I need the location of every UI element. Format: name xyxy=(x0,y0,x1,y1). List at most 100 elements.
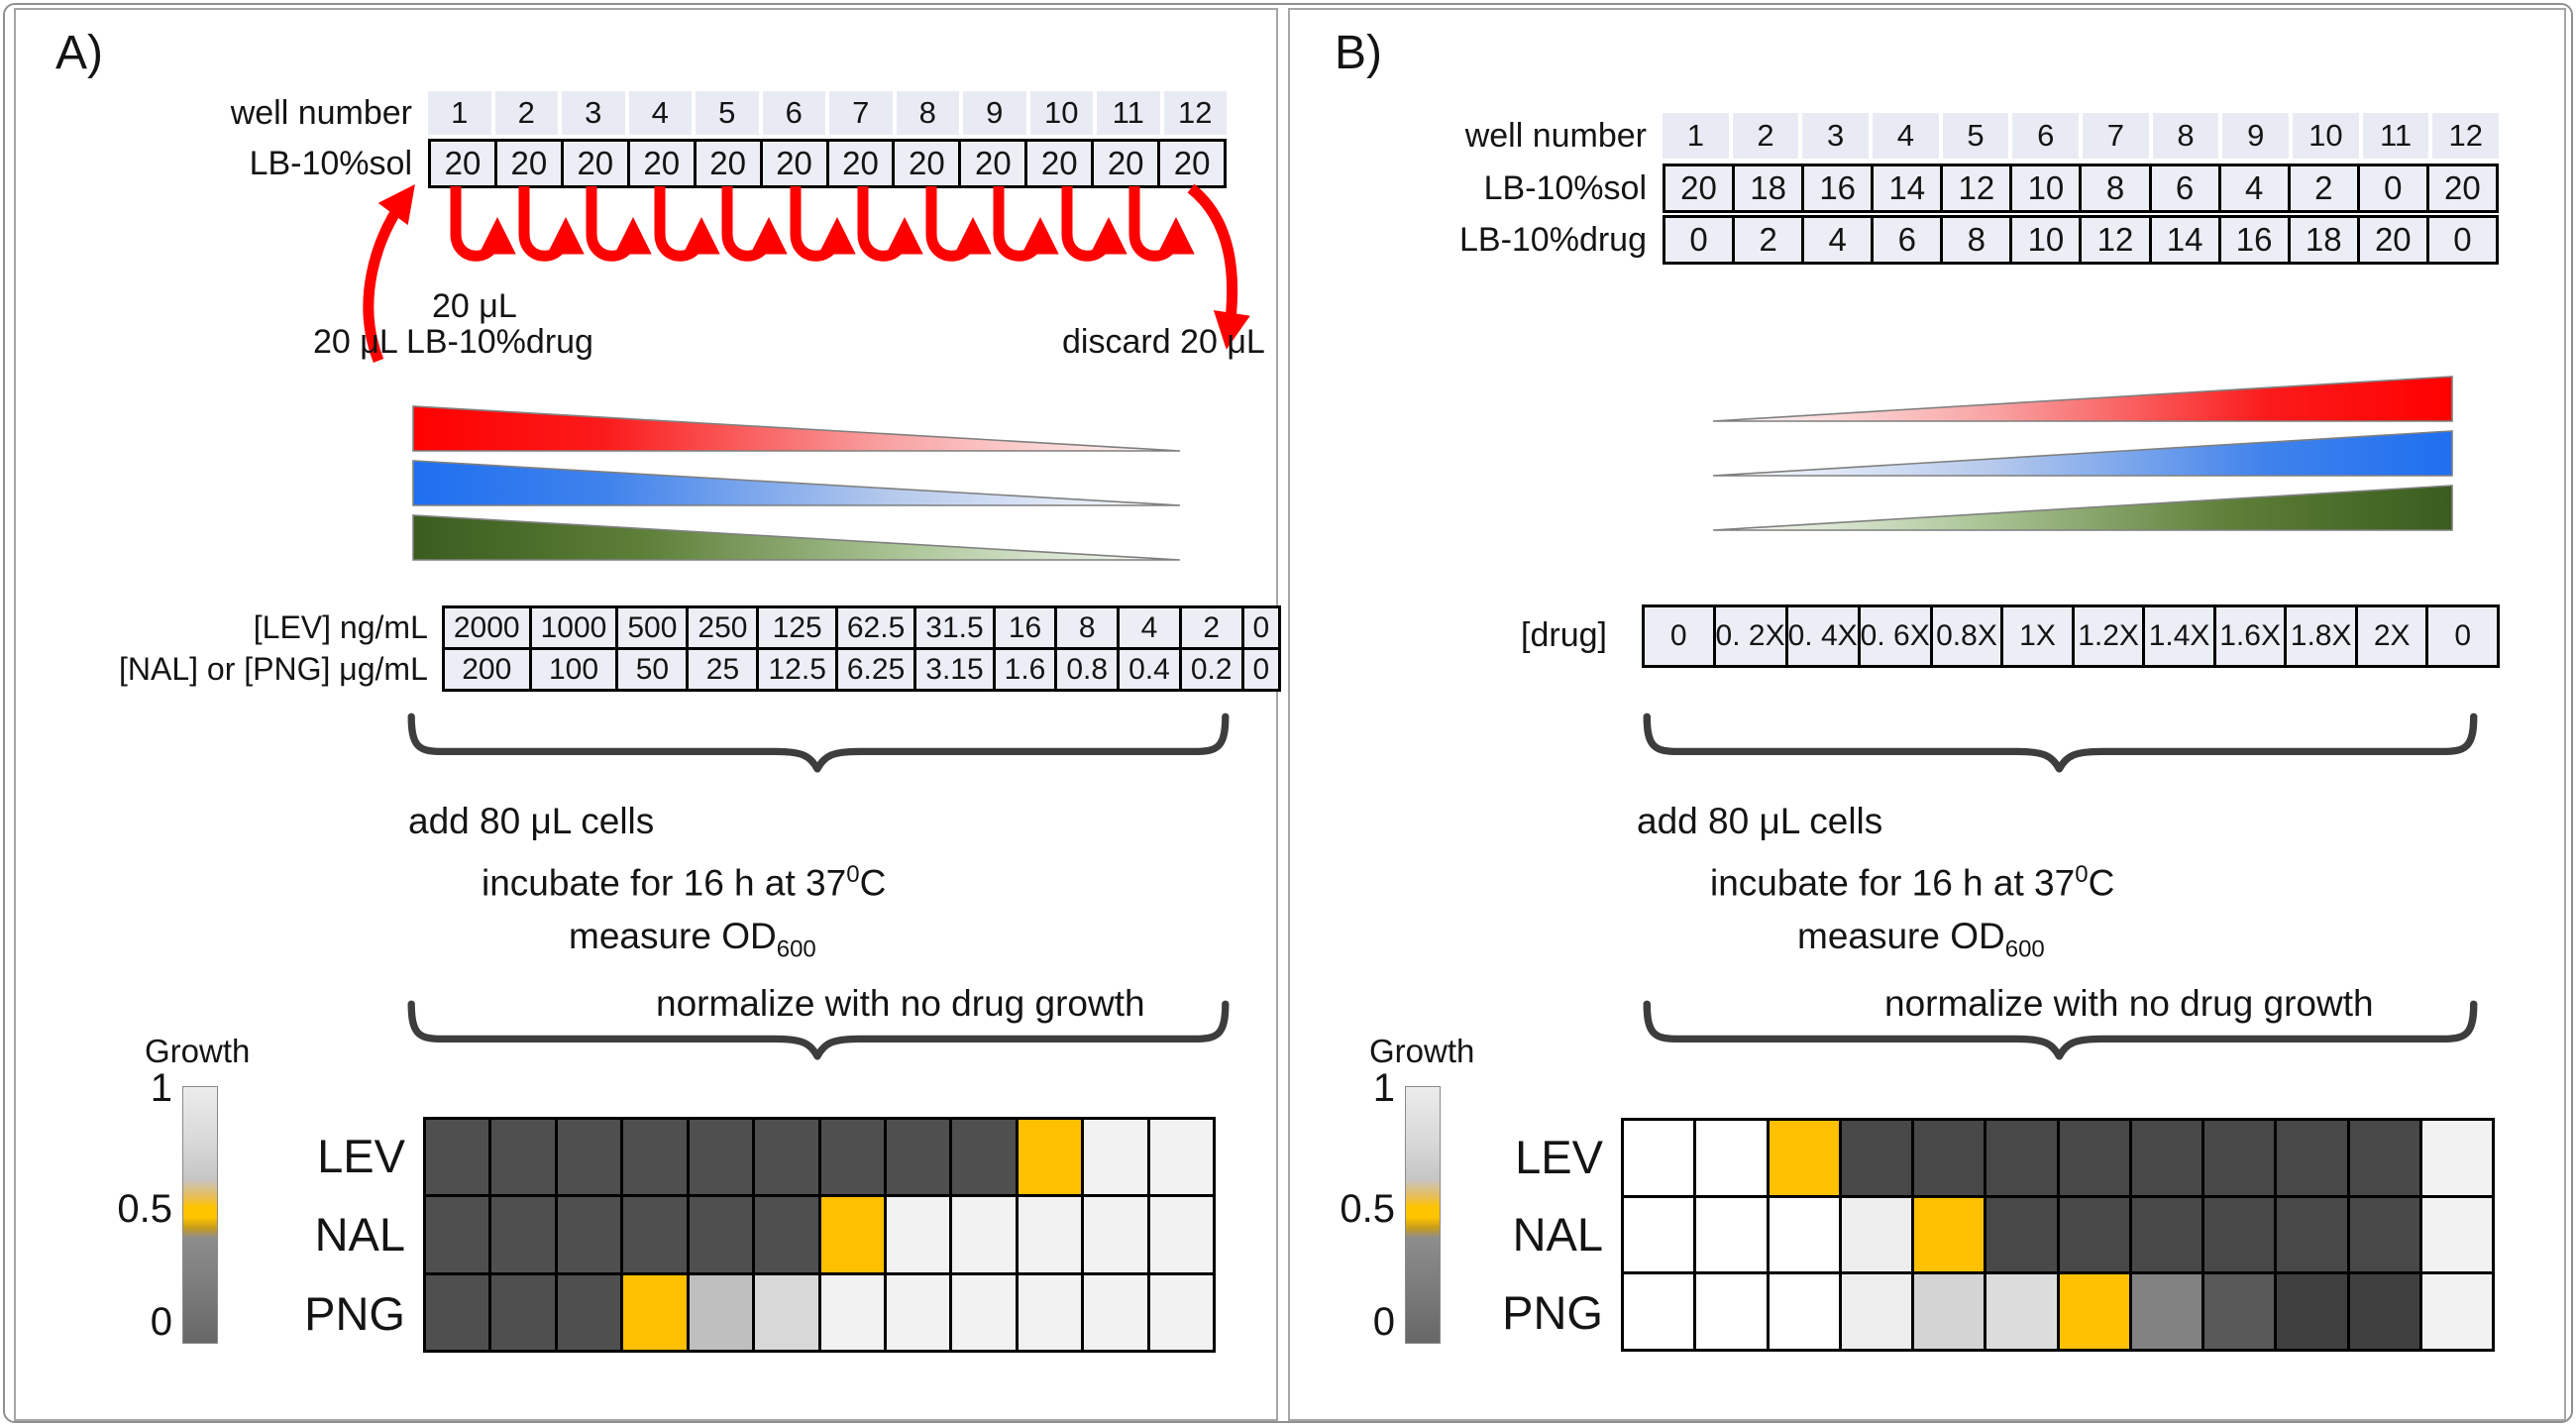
nal-png-conc-label: [NAL] or [PNG] μg/mL xyxy=(119,651,428,687)
heatmap-cell xyxy=(755,1197,818,1272)
heatmap-cell xyxy=(2204,1274,2275,1349)
heatmap-cell xyxy=(2277,1197,2347,1272)
lev-conc-cell: 8 xyxy=(1054,605,1121,650)
lb-sol-cell: 20 xyxy=(431,142,494,185)
heatmap-cell xyxy=(1624,1121,1694,1195)
panel-a-label: A) xyxy=(55,27,103,79)
heatmap-cell xyxy=(952,1274,1016,1350)
protocol-line-3: measure OD600 xyxy=(569,916,816,963)
well-number-label: well number xyxy=(1464,116,1647,155)
heatmap-cell xyxy=(952,1197,1016,1272)
lb-sol-cell: 8 xyxy=(2082,166,2149,210)
heatmap-cell xyxy=(1696,1197,1767,1272)
green-wedge-increasing xyxy=(1712,485,2453,531)
well-number-cell: 11 xyxy=(1097,91,1160,135)
heatmap-cell xyxy=(2131,1274,2201,1349)
lb-sol-cell: 12 xyxy=(1943,166,2010,210)
heatmap-cell xyxy=(557,1274,621,1350)
well-number-cell: 5 xyxy=(1942,113,2009,159)
collect-brace-bottom xyxy=(407,1000,1230,1060)
lb-sol-cell: 20 xyxy=(1160,142,1225,185)
lev-conc-cell: 2 xyxy=(1178,605,1244,650)
panel-a-concentration-table: [LEV] ng/mL 2000 1000 500 250 125 62.5 31.5 16 8… xyxy=(110,605,1282,692)
heatmap-row-label-lev: LEV xyxy=(317,1130,405,1183)
lb-drug-cell: 10 xyxy=(2012,218,2080,262)
heatmap-cell xyxy=(557,1120,621,1195)
heatmap-cell xyxy=(689,1120,753,1195)
heatmap-row-label-png: PNG xyxy=(304,1286,405,1340)
colorbar-tick-1: 1 xyxy=(150,1066,172,1110)
lb-drug-cell: 6 xyxy=(1874,218,1941,262)
drug-conc-cell: 0 xyxy=(1645,607,1713,665)
green-wedge-decreasing xyxy=(412,514,1181,561)
nal-png-conc-cell: 200 xyxy=(441,647,532,692)
lb-sol-cell: 20 xyxy=(629,142,694,185)
lev-conc-cell: 16 xyxy=(992,605,1058,650)
lb-sol-cell: 20 xyxy=(1665,166,1733,210)
well-number-cell: 2 xyxy=(494,91,558,135)
serial-transfer-arrows xyxy=(363,183,1250,364)
colorbar-tick-1: 1 xyxy=(1372,1066,1395,1110)
heatmap-row-png xyxy=(426,1274,1213,1350)
heatmap-cell xyxy=(2059,1197,2129,1272)
well-number-label: well number xyxy=(230,93,412,132)
well-number-cell: 9 xyxy=(2222,113,2290,159)
heatmap-cell xyxy=(2277,1121,2347,1195)
heatmap-cell xyxy=(1624,1274,1694,1349)
heatmap-cell xyxy=(1769,1197,1839,1272)
heatmap-cell xyxy=(820,1120,884,1195)
protocol-line-4: normalize with no drug growth xyxy=(656,982,1145,1024)
heatmap-row-label-nal: NAL xyxy=(1512,1208,1603,1261)
lev-conc-cell: 500 xyxy=(615,605,690,650)
panel-b-well-table: well number 1 2 3 4 5 6 7 8 9 10 11 12 LB-10%sol 20… xyxy=(1310,113,2500,265)
heatmap-cell xyxy=(1986,1197,2057,1272)
well-number-cell: 1 xyxy=(428,91,491,135)
heatmap-cell xyxy=(623,1274,687,1350)
lb-sol-cell: 4 xyxy=(2220,166,2288,210)
drug-conc-cell: 1.4X xyxy=(2145,607,2213,665)
heatmap-cell xyxy=(820,1274,884,1350)
well-number-row: 1 2 3 4 5 6 7 8 9 10 11 12 xyxy=(1663,113,2500,159)
lb-sol-label: LB-10%sol xyxy=(249,144,412,182)
well-number-cell: 1 xyxy=(1663,113,1729,159)
lb-sol-cell: 14 xyxy=(1874,166,1941,210)
heatmap-cell xyxy=(2059,1121,2129,1195)
lev-conc-cell: 31.5 xyxy=(913,605,996,650)
lb-sol-cell: 20 xyxy=(563,142,627,185)
heatmap-cell xyxy=(623,1197,687,1272)
lb-drug-cell: 20 xyxy=(2359,218,2426,262)
heatmap-cell xyxy=(1149,1274,1213,1350)
well-number-cell: 4 xyxy=(1873,113,1939,159)
heatmap-cell xyxy=(2421,1197,2492,1272)
lb-sol-label: LB-10%sol xyxy=(1483,168,1647,207)
well-number-cell: 6 xyxy=(2012,113,2080,159)
lev-conc-cell: 250 xyxy=(686,605,760,650)
panel-b: B) well number 1 2 3 4 5 6 7 8 9 10 11 12 LB-10%sol… xyxy=(1288,8,2566,1421)
well-number-cell: 8 xyxy=(2152,113,2219,159)
heatmap-cell xyxy=(426,1274,489,1350)
growth-colorbar-title: Growth xyxy=(145,1033,251,1069)
well-number-cell: 10 xyxy=(1029,91,1093,135)
heatmap-cell xyxy=(1084,1197,1147,1272)
heatmap-cell xyxy=(1084,1274,1147,1350)
lb-sol-cell: 0 xyxy=(2359,166,2426,210)
drug-conc-cell: 0. 6X xyxy=(1860,607,1930,665)
heatmap-cell xyxy=(1769,1274,1839,1349)
well-number-cell: 5 xyxy=(696,91,759,135)
heatmap-cell xyxy=(755,1274,818,1350)
collect-brace-top xyxy=(1643,713,2478,773)
drug-conc-cell: 1X xyxy=(2003,607,2072,665)
heatmap-cell xyxy=(2421,1121,2492,1195)
heatmap-cell xyxy=(2059,1274,2129,1349)
drug-conc-cell: 1.6X xyxy=(2215,607,2285,665)
heatmap-cell xyxy=(1696,1121,1767,1195)
heatmap-cell xyxy=(2349,1197,2419,1272)
nal-png-conc-cell: 50 xyxy=(615,647,690,692)
heatmap-row-lev xyxy=(1624,1121,2492,1195)
protocol-line-4: normalize with no drug growth xyxy=(1884,982,2374,1024)
nal-png-conc-cell: 25 xyxy=(686,647,760,692)
input-arrow xyxy=(363,183,415,364)
lb-sol-cell: 18 xyxy=(1735,166,1802,210)
lev-conc-label: [LEV] ng/mL xyxy=(253,609,428,645)
